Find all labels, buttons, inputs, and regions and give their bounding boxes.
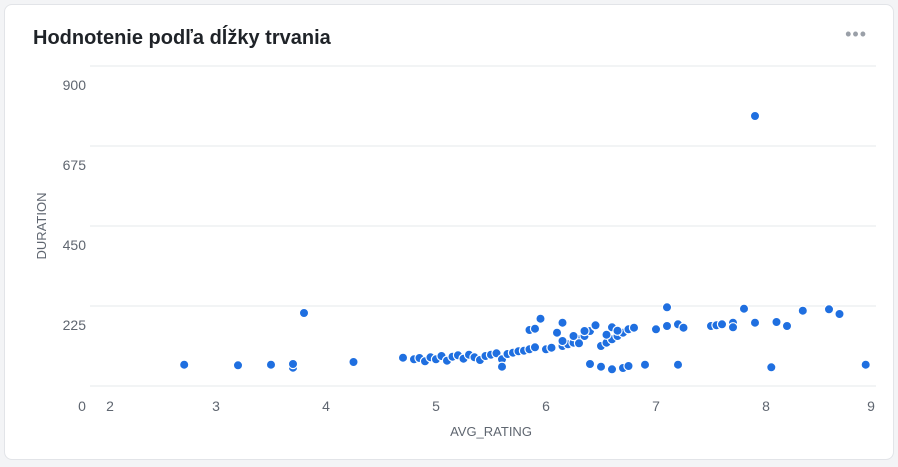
data-point — [623, 360, 634, 372]
x-tick-label: 8 — [762, 398, 770, 414]
data-point — [766, 362, 777, 373]
x-tick-label: 4 — [322, 398, 330, 414]
data-point — [661, 302, 673, 313]
data-point — [265, 359, 277, 370]
data-point — [579, 325, 590, 337]
data-point — [678, 322, 689, 333]
data-point — [749, 317, 761, 328]
chart-title: Hodnotenie podľa dĺžky trvania — [33, 27, 331, 49]
data-point — [557, 317, 568, 328]
data-point — [557, 335, 568, 347]
data-point — [397, 352, 409, 363]
data-point — [529, 342, 541, 353]
data-point — [573, 338, 585, 349]
data-point — [496, 361, 508, 372]
y-tick-label: 900 — [63, 77, 87, 93]
data-point — [727, 322, 739, 333]
data-point — [823, 304, 835, 315]
chart-card: Hodnotenie podľa dĺžky trvania ••• — [4, 4, 894, 460]
more-horizontal-icon[interactable]: ••• — [845, 24, 867, 44]
data-point — [672, 359, 684, 370]
data-point — [535, 313, 546, 324]
data-point — [628, 322, 640, 333]
data-point — [568, 330, 579, 342]
x-tick-label: 7 — [652, 398, 660, 414]
x-tick-label: 0 — [78, 398, 86, 414]
data-point — [584, 358, 596, 370]
data-point — [661, 320, 673, 332]
data-point — [178, 359, 190, 370]
data-point — [716, 319, 728, 330]
y-axis-label: DURATION — [34, 193, 49, 260]
data-point — [546, 342, 557, 353]
y-tick-label: 450 — [63, 237, 87, 253]
data-point — [551, 327, 563, 338]
data-point — [612, 325, 623, 336]
data-point — [595, 361, 607, 372]
data-point — [529, 323, 541, 334]
x-axis-label: AVG_RATING — [450, 424, 532, 439]
data-point — [639, 359, 651, 370]
data-point — [232, 360, 244, 371]
data-point — [860, 359, 871, 370]
data-point — [797, 305, 809, 316]
data-point — [771, 316, 782, 328]
x-tick-label: 5 — [432, 398, 440, 414]
data-point — [834, 308, 845, 320]
data-point — [348, 356, 359, 368]
x-tick-label: 2 — [106, 398, 114, 414]
y-tick-label: 675 — [63, 157, 87, 173]
data-point — [650, 324, 662, 335]
data-point — [738, 303, 750, 314]
x-tick-label: 9 — [867, 398, 875, 414]
data-point — [606, 364, 618, 375]
data-point — [298, 307, 310, 319]
data-point — [590, 320, 601, 331]
data-point — [601, 329, 612, 340]
data-point — [287, 358, 299, 370]
y-tick-label: 225 — [63, 317, 87, 333]
data-point — [749, 110, 761, 122]
x-tick-label: 6 — [542, 398, 550, 414]
data-point — [781, 320, 793, 332]
x-tick-label: 3 — [212, 398, 220, 414]
